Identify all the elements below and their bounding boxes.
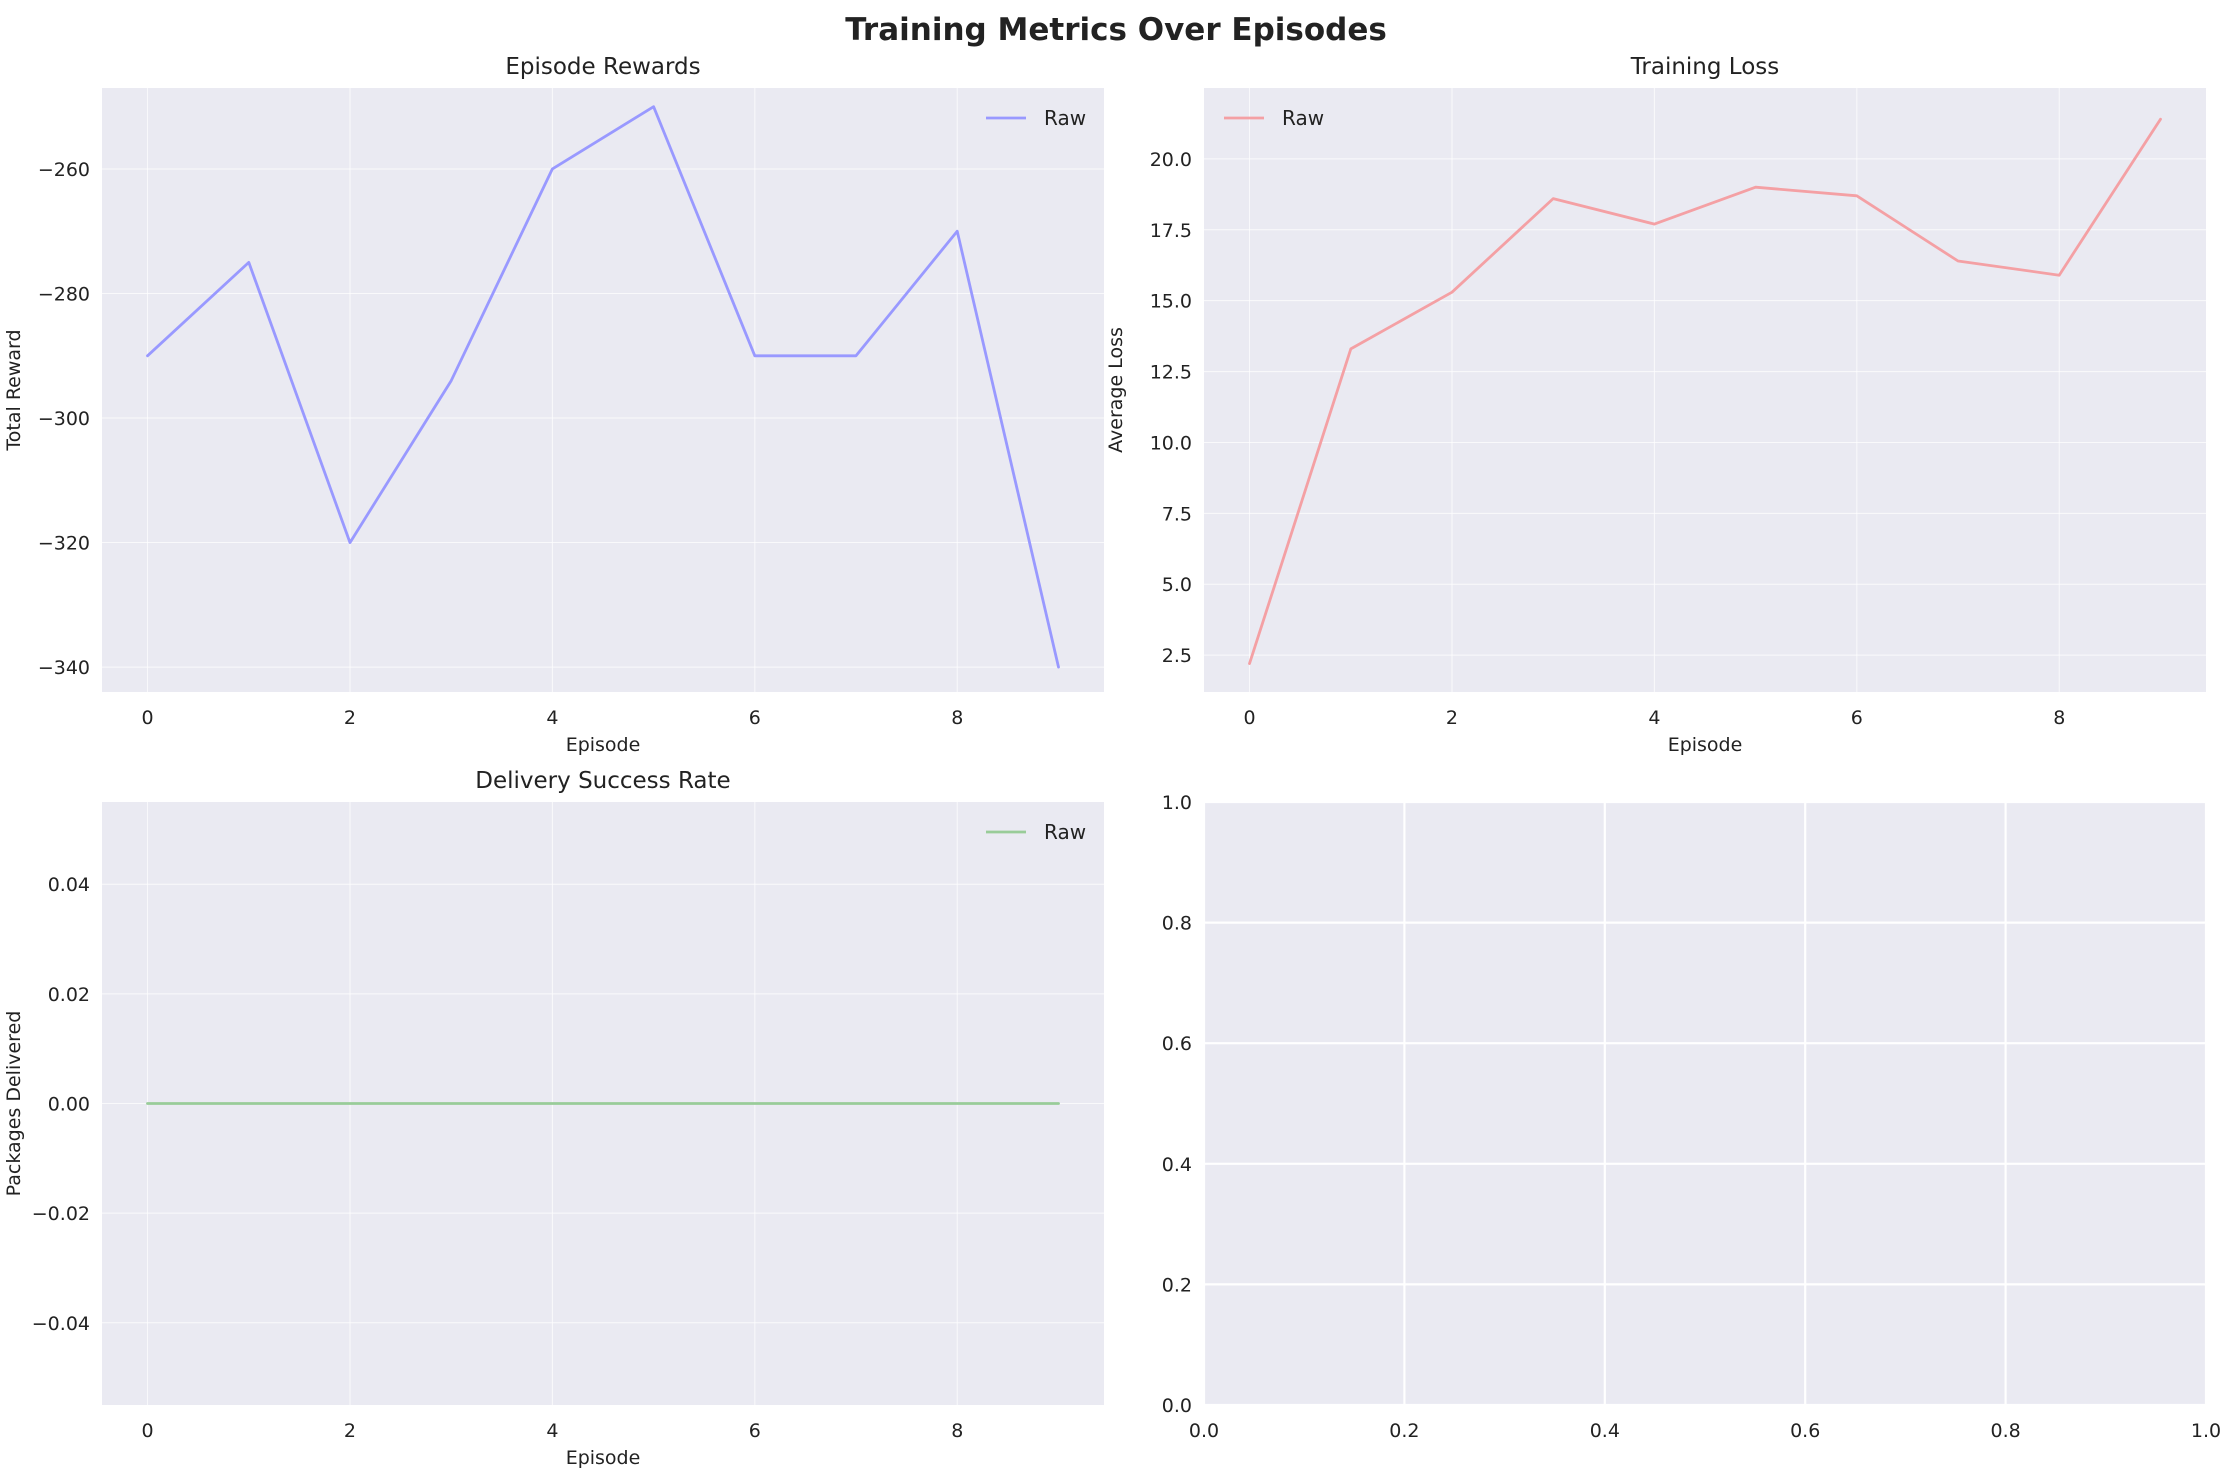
subplot-title: Training Loss bbox=[1630, 54, 1780, 80]
x-tick-label: 8 bbox=[2053, 707, 2065, 729]
y-tick-label: 0.4 bbox=[1162, 1154, 1192, 1176]
plot-area bbox=[1204, 88, 2206, 692]
plot-area bbox=[102, 88, 1104, 692]
subplot-title: Delivery Success Rate bbox=[475, 768, 730, 794]
x-tick-label: 0.2 bbox=[1389, 1420, 1419, 1442]
y-tick-label: 2.5 bbox=[1162, 645, 1192, 667]
y-axis-label: Total Reward bbox=[3, 329, 25, 451]
x-axis-label: Episode bbox=[1668, 734, 1743, 756]
y-tick-label: 0.6 bbox=[1162, 1033, 1192, 1055]
y-tick-label: 0.00 bbox=[48, 1094, 90, 1116]
y-axis-label: Packages Delivered bbox=[3, 1011, 25, 1197]
y-tick-label: 0.2 bbox=[1162, 1274, 1192, 1296]
y-tick-label: −260 bbox=[38, 159, 90, 181]
plot-area bbox=[1204, 802, 2206, 1405]
y-tick-label: −320 bbox=[38, 533, 90, 555]
y-tick-label: 20.0 bbox=[1150, 149, 1192, 171]
y-tick-label: 0.0 bbox=[1162, 1395, 1192, 1417]
x-tick-label: 0.0 bbox=[1189, 1420, 1219, 1442]
x-axis-label: Episode bbox=[566, 734, 641, 756]
subplot-1: 0 2 4 6 8 −340 −320 −300 −280 −260 Episode Rewards… bbox=[3, 54, 1104, 756]
x-tick-label: 8 bbox=[951, 707, 963, 729]
series-line-raw bbox=[146, 105, 1060, 669]
x-tick-label: 0 bbox=[141, 1420, 153, 1442]
subplot-title: Episode Rewards bbox=[505, 54, 700, 80]
legend-label: Raw bbox=[1282, 106, 1324, 130]
x-tick-label: 1.0 bbox=[2191, 1420, 2221, 1442]
y-tick-label: −0.04 bbox=[32, 1313, 90, 1335]
subplot-4: 0.0 0.2 0.4 0.6 0.8 1.0 0.0 0.2 0.4 0.6 0.8 1.0 bbox=[1162, 792, 2221, 1442]
subplot-grid: 0 2 4 6 8 −340 −320 −300 −280 −260 Episode Rewards… bbox=[3, 54, 2221, 1469]
x-tick-label: 0 bbox=[1243, 707, 1255, 729]
x-tick-label: 2 bbox=[344, 1420, 356, 1442]
y-tick-label: −280 bbox=[38, 283, 90, 305]
x-tick-label: 6 bbox=[749, 707, 761, 729]
series-line-raw bbox=[1248, 117, 2162, 665]
x-tick-label: 0.8 bbox=[1990, 1420, 2020, 1442]
y-tick-label: 1.0 bbox=[1162, 792, 1192, 814]
y-tick-label: 0.02 bbox=[48, 984, 90, 1006]
x-axis-label: Episode bbox=[566, 1447, 641, 1469]
y-tick-label: −300 bbox=[38, 408, 90, 430]
y-tick-label: 15.0 bbox=[1150, 291, 1192, 313]
y-tick-label: −340 bbox=[38, 657, 90, 679]
y-tick-label: 12.5 bbox=[1150, 362, 1192, 384]
y-tick-label: 17.5 bbox=[1150, 220, 1192, 242]
legend-label: Raw bbox=[1044, 106, 1086, 130]
y-tick-label: 5.0 bbox=[1162, 574, 1192, 596]
x-tick-label: 2 bbox=[1446, 707, 1458, 729]
y-tick-label: 10.0 bbox=[1150, 432, 1192, 454]
y-tick-label: 7.5 bbox=[1162, 503, 1192, 525]
x-tick-label: 8 bbox=[951, 1420, 963, 1442]
figure-title: Training Metrics Over Episodes bbox=[845, 12, 1387, 48]
legend-label: Raw bbox=[1044, 820, 1086, 844]
x-tick-label: 6 bbox=[1851, 707, 1863, 729]
x-tick-label: 0.6 bbox=[1790, 1420, 1820, 1442]
y-axis-label: Average Loss bbox=[1105, 327, 1127, 453]
x-tick-label: 4 bbox=[546, 707, 558, 729]
x-tick-label: 0.4 bbox=[1590, 1420, 1620, 1442]
x-tick-label: 0 bbox=[141, 707, 153, 729]
y-tick-label: 0.8 bbox=[1162, 913, 1192, 935]
x-tick-label: 4 bbox=[1648, 707, 1660, 729]
subplot-3: 0 2 4 6 8 −0.04 −0.02 0.00 0.02 0.04 Delivery Succ… bbox=[3, 768, 1104, 1469]
y-tick-label: 0.04 bbox=[48, 874, 90, 896]
y-tick-label: −0.02 bbox=[32, 1203, 90, 1225]
x-tick-label: 6 bbox=[749, 1420, 761, 1442]
x-tick-label: 4 bbox=[546, 1420, 558, 1442]
x-tick-label: 2 bbox=[344, 707, 356, 729]
subplot-2: 0 2 4 6 8 2.5 5.0 7.5 10.0 12.5 15.0 17.5 20.0 Traini… bbox=[1105, 54, 2206, 756]
